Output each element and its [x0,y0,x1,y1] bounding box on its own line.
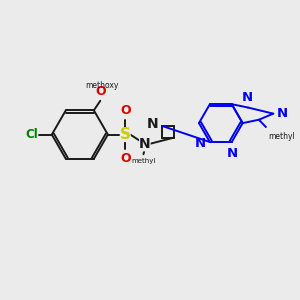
Text: N: N [227,147,238,160]
Text: N: N [195,137,206,150]
Text: methyl: methyl [269,132,296,141]
Text: O: O [121,152,131,165]
Text: Cl: Cl [25,128,38,141]
Text: N: N [242,91,253,103]
Text: N: N [139,137,151,152]
Text: N: N [147,118,159,131]
Text: methoxy: methoxy [85,81,119,90]
Text: N: N [277,106,288,120]
Text: O: O [121,104,131,117]
Text: O: O [95,85,106,98]
Text: methyl: methyl [131,158,156,164]
Text: S: S [120,127,131,142]
